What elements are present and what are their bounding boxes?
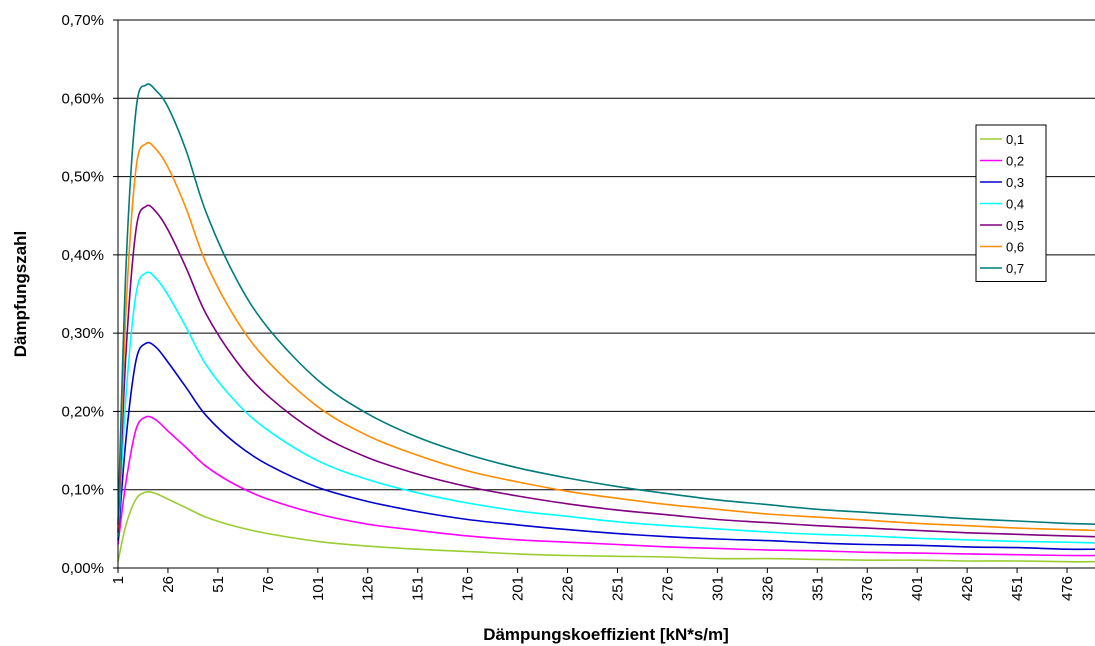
x-tick-label: 201 xyxy=(510,576,527,601)
legend-label: 0,5 xyxy=(1006,218,1024,233)
x-tick-label: 1 xyxy=(110,576,127,584)
legend-label: 0,7 xyxy=(1006,261,1024,276)
y-tick-label: 0,70% xyxy=(61,12,104,29)
legend-label: 0,4 xyxy=(1006,197,1024,212)
legend: 0,1 0,2 0,3 0,4 0,5 0,6 0,7 xyxy=(975,124,1047,282)
y-tick-labels: 0,00% 0,10% 0,20% 0,30% 0,40% 0,50% 0,60% 0,70% xyxy=(61,12,104,577)
y-tick-label: 0,10% xyxy=(61,482,104,499)
legend-label: 0,3 xyxy=(1006,175,1024,190)
series-line-0-3 xyxy=(117,341,1095,551)
x-tick-label: 451 xyxy=(1009,576,1026,601)
series-line-0-2 xyxy=(117,415,1095,557)
x-tick-label: 426 xyxy=(959,576,976,601)
x-tick-label: 126 xyxy=(360,576,377,601)
x-tick-label: 326 xyxy=(759,576,776,601)
x-tick-labels: 1 26 51 76 101 126 151 176 201 226 251 276 301 326 351… xyxy=(110,568,1076,601)
gridlines xyxy=(113,19,1095,569)
x-tick-label: 101 xyxy=(310,576,327,601)
x-tick-label: 351 xyxy=(809,576,826,601)
series-line-0-4 xyxy=(117,271,1095,544)
series-lines xyxy=(117,83,1095,563)
x-axis-title: Dämpungskoeffizient [kN*s/m] xyxy=(483,625,729,644)
x-tick-label: 251 xyxy=(609,576,626,601)
series-line-0-7 xyxy=(117,83,1095,525)
x-tick-label: 276 xyxy=(659,576,676,601)
x-tick-label: 226 xyxy=(560,576,577,601)
series-line-0-6 xyxy=(117,141,1095,532)
y-axis-title: Dämpfungszahl xyxy=(11,231,30,358)
y-tick-label: 0,60% xyxy=(61,90,104,107)
series-line-0-5 xyxy=(117,204,1095,538)
x-tick-label: 176 xyxy=(460,576,477,601)
legend-label: 0,6 xyxy=(1006,240,1024,255)
y-tick-label: 0,50% xyxy=(61,169,104,186)
x-tick-label: 26 xyxy=(160,576,177,593)
x-tick-label: 301 xyxy=(709,576,726,601)
series-line-0-1 xyxy=(117,490,1095,563)
x-tick-label: 401 xyxy=(909,576,926,601)
legend-label: 0,2 xyxy=(1006,154,1024,169)
axes xyxy=(117,20,1095,569)
y-tick-label: 0,20% xyxy=(61,403,104,420)
legend-label: 0,1 xyxy=(1006,132,1024,147)
x-tick-label: 376 xyxy=(859,576,876,601)
y-tick-label: 0,00% xyxy=(61,560,104,577)
y-tick-label: 0,30% xyxy=(61,325,104,342)
x-tick-label: 151 xyxy=(410,576,427,601)
x-tick-label: 476 xyxy=(1059,576,1076,601)
x-tick-label: 51 xyxy=(210,576,227,593)
x-tick-label: 76 xyxy=(260,576,277,593)
y-tick-label: 0,40% xyxy=(61,247,104,264)
